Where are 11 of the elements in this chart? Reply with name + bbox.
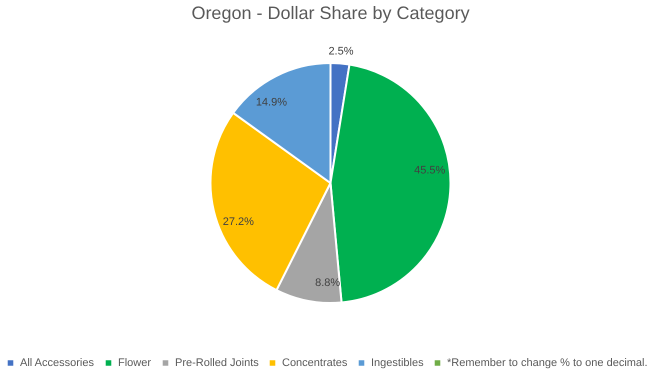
legend-label: Pre-Rolled Joints bbox=[175, 356, 260, 369]
legend-label: *Remember to change % to one decimal. bbox=[447, 356, 648, 369]
legend-label: Flower bbox=[118, 356, 152, 369]
legend-label: Concentrates bbox=[282, 356, 348, 369]
data-label: 45.5% bbox=[414, 164, 446, 176]
data-label: 27.2% bbox=[222, 216, 254, 228]
data-label: 14.9% bbox=[256, 96, 288, 108]
data-label: 2.5% bbox=[328, 45, 354, 58]
chart-title: Oregon - Dollar Share by Category bbox=[191, 3, 470, 23]
legend-label: All Accessories bbox=[20, 356, 94, 369]
legend-label: Ingestibles bbox=[371, 356, 424, 369]
